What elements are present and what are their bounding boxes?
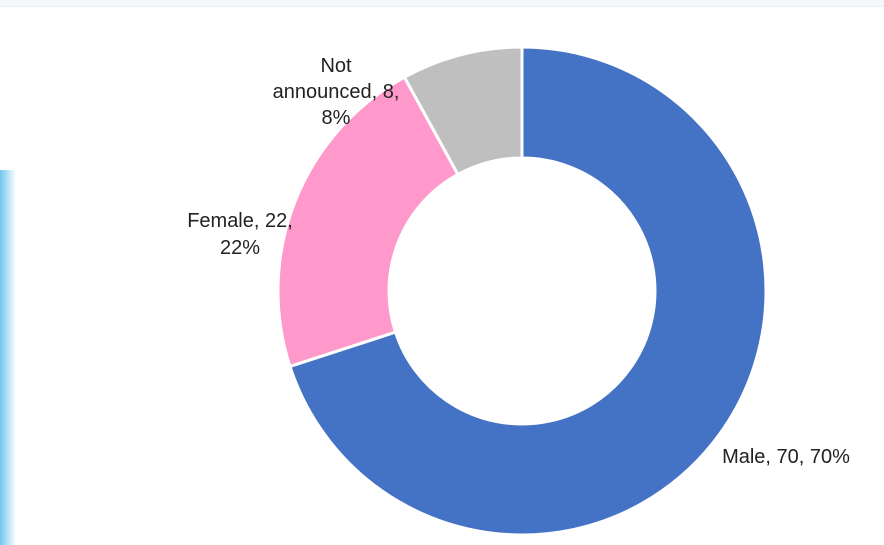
top-divider [0, 0, 884, 7]
donut-slices [276, 45, 768, 537]
slice-not-announced [402, 45, 524, 177]
data-label-male: Male, 70, 70% [722, 446, 850, 468]
slice-male [288, 45, 768, 537]
decorative-left-edge [0, 170, 16, 545]
data-label-line: 22% [220, 237, 260, 259]
data-label-line: Male, 70, 70% [722, 446, 850, 468]
data-label-not-announced: Not announced, 8, 8% [273, 55, 400, 129]
data-label-line: Female, 22, [187, 210, 293, 232]
data-label-line: 8% [322, 107, 351, 129]
data-label-line: announced, 8, [273, 81, 400, 103]
data-label-female: Female, 22, 22% [187, 210, 293, 259]
donut-data-labels: Male, 70, 70% Female, 22, 22% Not announced,… [187, 55, 850, 468]
slice-female [276, 75, 460, 369]
data-label-line: Not [320, 55, 352, 77]
